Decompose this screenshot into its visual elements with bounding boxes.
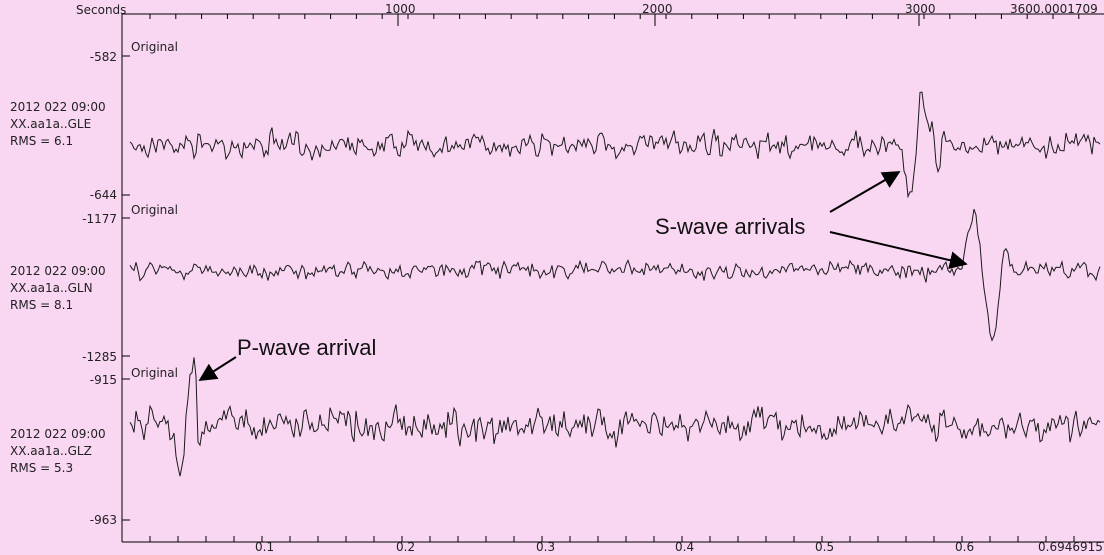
trace-glz-ymax: -915 <box>90 373 117 387</box>
trace-glz-tag: Original <box>131 366 178 380</box>
trace-gle-ymax: -582 <box>90 50 117 64</box>
bottom-tick-label-0.2: 0.2 <box>396 540 415 551</box>
trace-panel-gle: Original -582 -644 2012 022 09:00 XX.aa1… <box>10 40 1101 202</box>
trace-gle-waveform <box>129 91 1101 199</box>
p-wave-arrow <box>198 356 237 381</box>
bottom-tick-label-0.4: 0.4 <box>675 540 694 551</box>
top-tick-label-end: 3600.0001709 <box>1010 2 1098 16</box>
trace-gle-tag: Original <box>131 40 178 54</box>
trace-glz-time: 2012 022 09:00 <box>10 427 106 441</box>
trace-gln-rms: RMS = 8.1 <box>10 298 73 312</box>
p-wave-annotation: P-wave arrival <box>237 335 376 360</box>
top-tick-label-2000: 2000 <box>642 2 673 16</box>
trace-gln-station: XX.aa1a..GLN <box>10 281 93 295</box>
trace-gln-time: 2012 022 09:00 <box>10 264 106 278</box>
trace-gle-time: 2012 022 09:00 <box>10 100 106 114</box>
trace-glz-rms: RMS = 5.3 <box>10 461 73 475</box>
trace-glz-station: XX.aa1a..GLZ <box>10 444 92 458</box>
s-wave-annotation: S-wave arrivals <box>655 214 805 239</box>
trace-glz-ymin: -963 <box>90 513 117 527</box>
bottom-tick-label-0.5: 0.5 <box>815 540 834 551</box>
trace-gle-station: XX.aa1a..GLE <box>10 117 91 131</box>
trace-gle-ymin: -644 <box>90 188 117 202</box>
top-axis-minor-ticks <box>149 14 1080 19</box>
bottom-tick-label-0.3: 0.3 <box>536 540 555 551</box>
top-tick-label-1000: 1000 <box>385 2 416 16</box>
trace-gln-waveform <box>129 208 1101 342</box>
trace-panel-glz: Original -915 -963 2012 022 09:00 XX.aa1… <box>10 357 1101 527</box>
trace-gln-tag: Original <box>131 203 178 217</box>
trace-gln-ymin: -1285 <box>82 350 117 364</box>
trace-gln-ymax: -1177 <box>82 212 117 226</box>
bottom-tick-label-0.1: 0.1 <box>255 540 274 551</box>
trace-glz-waveform <box>129 357 1101 477</box>
top-axis-label: Seconds <box>76 3 126 17</box>
s-wave-arrow-1 <box>829 171 901 213</box>
trace-gle-rms: RMS = 6.1 <box>10 134 73 148</box>
trace-panel-gln: Original -1177 -1285 2012 022 09:00 XX.a… <box>10 203 1101 364</box>
bottom-axis-minor-ticks <box>149 536 1075 542</box>
bottom-tick-label-0.6: 0.6 <box>955 540 974 551</box>
bottom-tick-label-end: 0.6946915 <box>1038 540 1103 551</box>
top-tick-label-3000: 3000 <box>905 2 936 16</box>
s-wave-arrow-2 <box>829 231 968 270</box>
